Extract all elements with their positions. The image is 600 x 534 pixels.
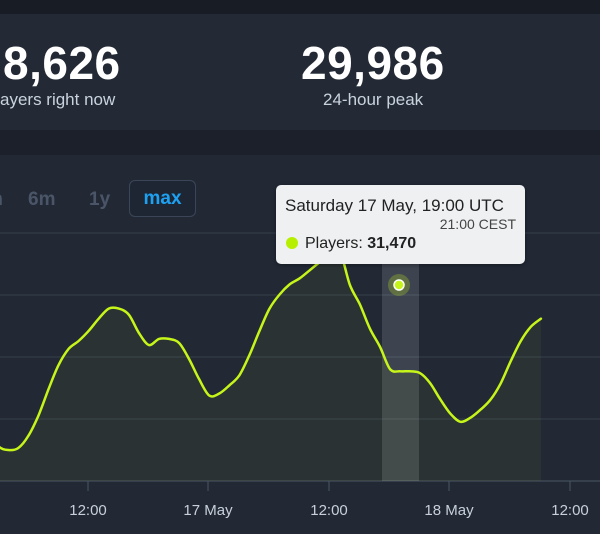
peak-players-value: 29,986 [301,37,445,89]
x-tick-label: 18 May [424,502,474,519]
range-button-max[interactable]: max [129,180,196,217]
series-dot-icon [286,237,298,249]
tooltip-series-row: Players: 31,470 [305,235,416,253]
range-button-1y[interactable]: 1y [89,189,111,210]
tooltip-subtitle: 21:00 CEST [439,216,516,232]
tooltip-value: 31,470 [367,235,417,252]
tooltip-series-label: Players: [305,235,363,252]
x-tick-label: 12:00 [551,502,589,519]
x-tick-label: 12:00 [69,502,107,519]
players-line [0,249,543,452]
range-button-m[interactable]: m [0,190,3,209]
top-bar [0,0,600,14]
highlight-point[interactable] [393,279,405,291]
peak-players-label: 24-hour peak [323,90,424,109]
x-tick-label: 17 May [183,502,233,519]
range-button-6m[interactable]: 6m [28,189,56,210]
current-players-value: 8,626 [3,37,121,89]
player-stats-panel: 8,626 ayers right now 29,986 24-hour pea… [0,14,600,130]
x-axis-ticks [87,481,571,491]
current-players-label: ayers right now [0,90,116,109]
x-tick-label: 12:00 [310,502,348,519]
section-gap [0,130,600,155]
tooltip-title: Saturday 17 May, 19:00 UTC [285,196,504,215]
chart-tooltip: Saturday 17 May, 19:00 UTC 21:00 CEST Pl… [276,185,525,264]
players-area [0,250,541,481]
